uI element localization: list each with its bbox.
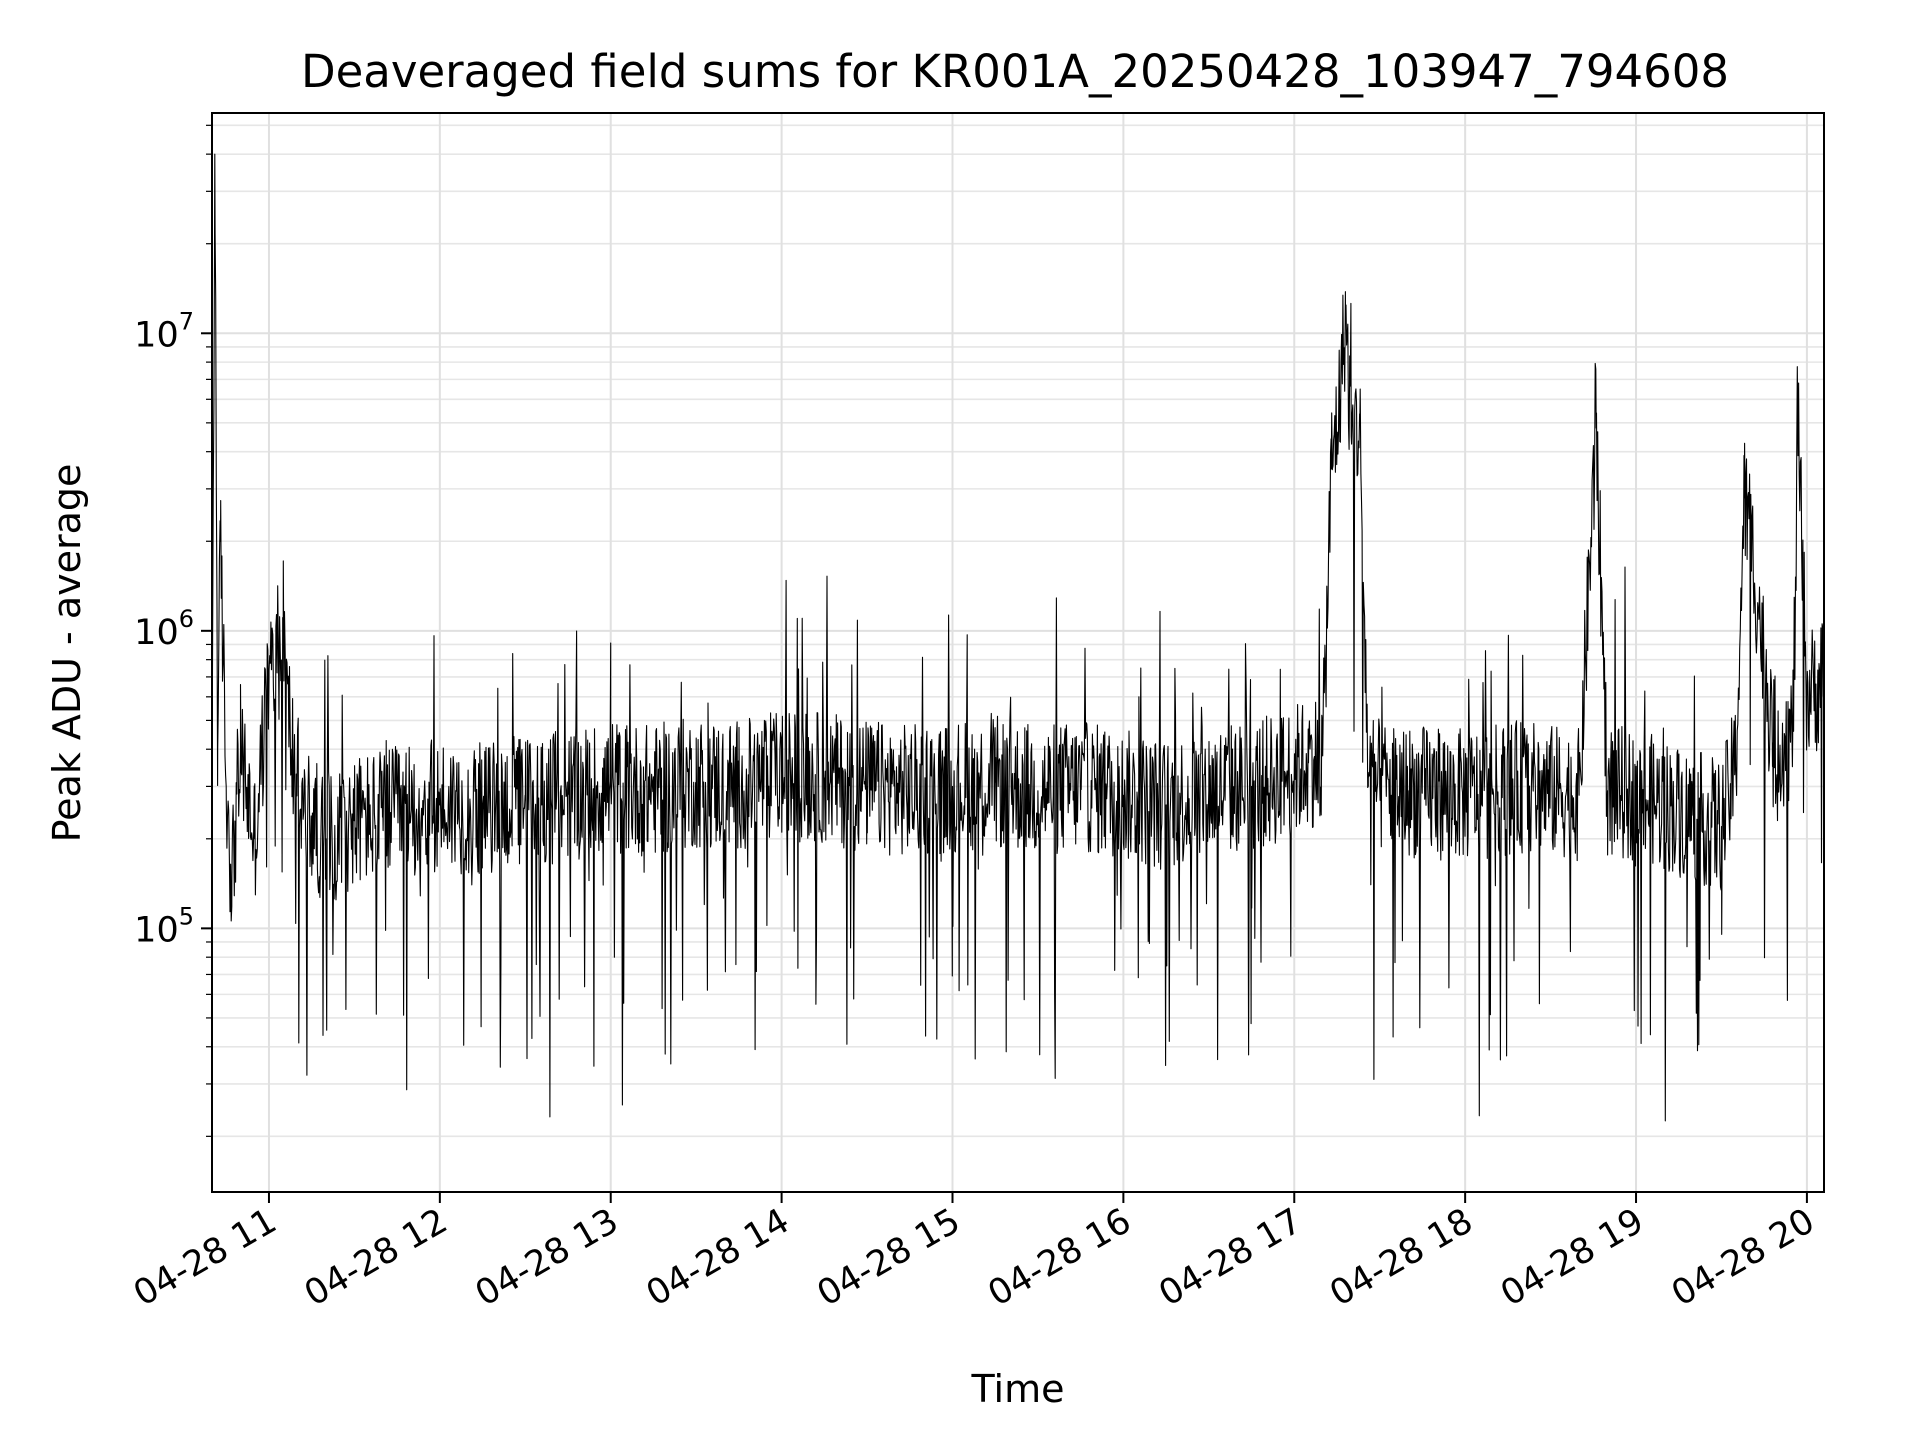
x-axis: 04-28 11 04-28 12 04-28 13 04-28 14 04-28 15…	[127, 1192, 1821, 1314]
x-axis-label: Time	[971, 1367, 1065, 1411]
chart-title: Deaveraged field sums for KR001A_2025042…	[301, 45, 1729, 98]
x-tick-label: 04-28 14	[640, 1201, 796, 1314]
x-tick-label: 04-28 18	[1323, 1201, 1479, 1314]
series-line	[211, 153, 1825, 1122]
x-tick-label: 04-28 20	[1665, 1201, 1821, 1314]
y-tick-label: 105	[134, 902, 194, 950]
x-tick-label: 04-28 11	[127, 1201, 283, 1314]
x-tick-label: 04-28 16	[982, 1201, 1138, 1314]
x-tick-label: 04-28 12	[298, 1201, 454, 1314]
plot-frame	[211, 112, 1825, 1193]
x-tick-label: 04-28 15	[811, 1201, 967, 1314]
series-layer	[211, 153, 1825, 1122]
x-tick-label: 04-28 19	[1494, 1201, 1650, 1314]
x-tick-label: 04-28 17	[1152, 1201, 1308, 1314]
x-tick-label: 04-28 13	[469, 1201, 625, 1314]
y-axis: 105 106 107	[134, 124, 212, 1137]
major-grid	[212, 113, 1824, 1192]
y-axis-label: Peak ADU - average	[45, 464, 89, 843]
y-tick-label: 106	[134, 605, 194, 653]
y-tick-label: 107	[134, 307, 194, 355]
